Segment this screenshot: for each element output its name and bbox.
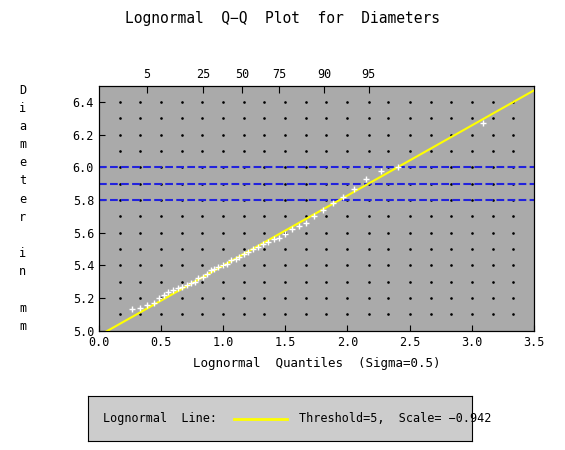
Text: e: e — [19, 156, 26, 169]
Text: i: i — [19, 102, 26, 115]
Text: Lognormal  Line:: Lognormal Line: — [103, 412, 217, 425]
Text: e: e — [19, 193, 26, 206]
Text: D: D — [19, 84, 26, 96]
Text: Lognormal  Q−Q  Plot  for  Diameters: Lognormal Q−Q Plot for Diameters — [125, 11, 440, 26]
Text: m: m — [19, 138, 26, 151]
Text: m: m — [19, 320, 26, 333]
Text: r: r — [19, 211, 26, 224]
Text: i: i — [19, 247, 26, 260]
Text: a: a — [19, 120, 26, 133]
X-axis label: Lognormal  Quantiles  (Sigma=0.5): Lognormal Quantiles (Sigma=0.5) — [193, 357, 440, 370]
Text: Threshold=5,  Scale= −0.942: Threshold=5, Scale= −0.942 — [299, 412, 491, 425]
Text: n: n — [19, 265, 26, 278]
Text: m: m — [19, 302, 26, 315]
Text: t: t — [19, 174, 26, 187]
